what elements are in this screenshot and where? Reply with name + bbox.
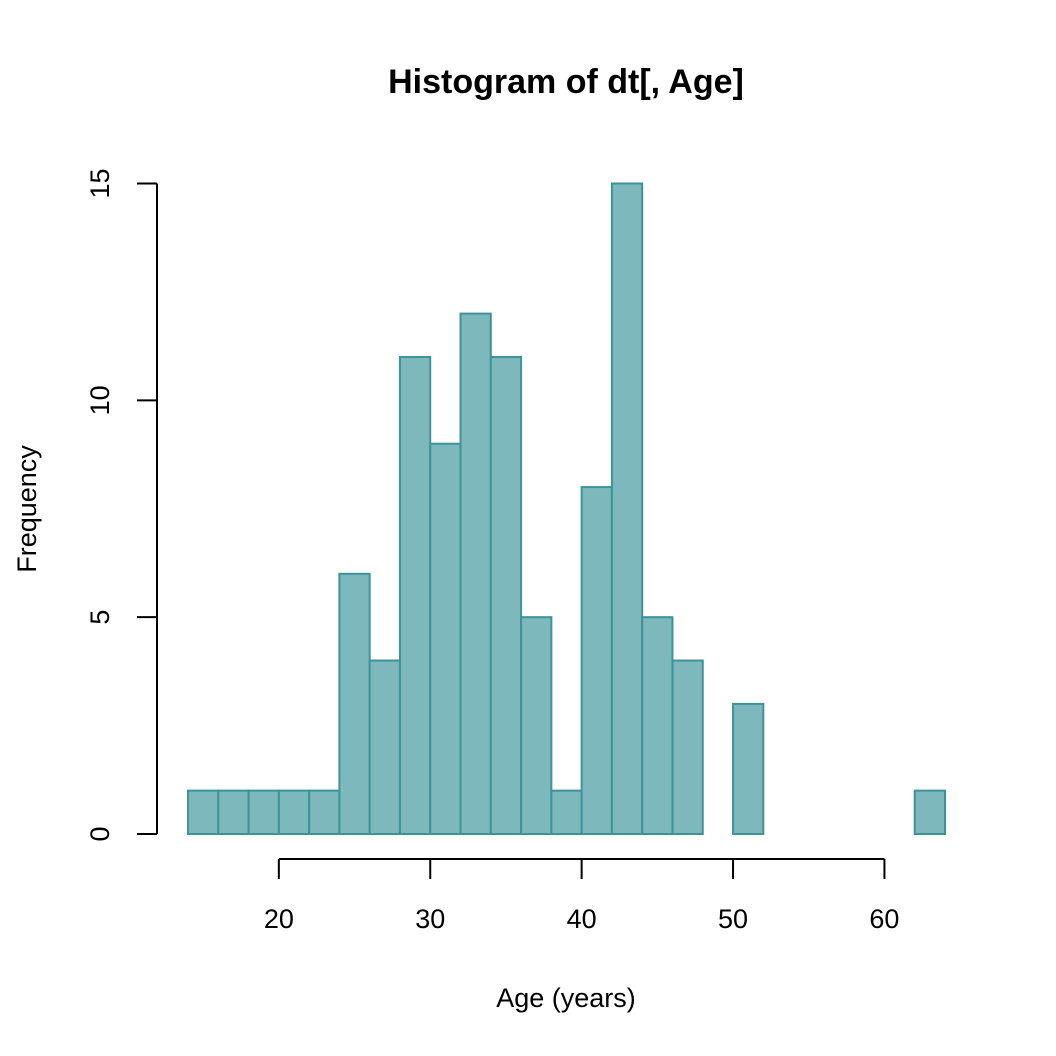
histogram-bar-34-36 xyxy=(489,355,523,835)
histogram-bar-32-34 xyxy=(459,312,492,836)
x-tick-label-60: 60 xyxy=(869,904,899,934)
y-tick-label-5: 5 xyxy=(85,610,115,625)
histogram-bar-28-30 xyxy=(398,355,432,835)
x-axis-label: Age (years) xyxy=(496,983,636,1013)
x-tick-label-20: 20 xyxy=(264,904,294,934)
histogram-bar-24-26 xyxy=(338,572,371,835)
x-axis: 20 30 40 50 60 xyxy=(264,858,899,934)
histogram-bar-26-28 xyxy=(368,659,401,835)
histogram-bar-62-64 xyxy=(913,789,946,836)
y-tick-label-0: 0 xyxy=(85,826,115,841)
x-tick-label-30: 30 xyxy=(415,904,445,934)
histogram-bar-42-44 xyxy=(610,182,644,835)
histogram-bar-40-42 xyxy=(580,486,613,835)
histogram-bar-14-16 xyxy=(187,789,220,836)
histogram-bar-30-32 xyxy=(429,442,462,835)
y-axis-label: Frequency xyxy=(12,445,42,573)
histogram-bar-36-38 xyxy=(520,616,553,836)
y-tick-label-10: 10 xyxy=(85,385,115,415)
histogram-bar-44-46 xyxy=(641,616,674,836)
histogram-bar-50-52 xyxy=(732,702,765,836)
x-tick-label-50: 50 xyxy=(718,904,748,934)
chart-title: Histogram of dt[, Age] xyxy=(388,63,744,101)
histogram-bar-16-18 xyxy=(217,789,250,836)
histogram-bar-38-40 xyxy=(550,789,583,836)
histogram-bar-20-22 xyxy=(277,789,311,836)
histogram-bar-46-48 xyxy=(671,659,704,835)
histogram-bar-22-24 xyxy=(308,789,341,836)
y-axis: 0 5 10 15 xyxy=(85,168,158,842)
histogram-bar-18-20 xyxy=(247,789,280,836)
bars-group xyxy=(187,182,946,836)
y-tick-label-15: 15 xyxy=(85,168,115,198)
x-tick-label-40: 40 xyxy=(567,904,597,934)
